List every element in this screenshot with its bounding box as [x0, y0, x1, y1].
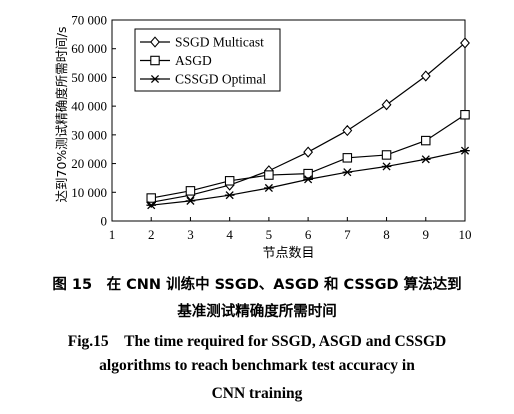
figure-caption-en-line1: Fig.15 The time required for SSGD, ASGD …: [67, 333, 447, 350]
y-tick-label: 40 000: [71, 99, 107, 114]
data-point-cssgd-optimal: [224, 191, 235, 200]
x-tick-label: 10: [459, 227, 472, 242]
legend-label-asgd: ASGD: [175, 53, 212, 68]
legend-label-ssgd-multicast: SSGD Multicast: [175, 35, 264, 50]
figure-caption-en-line3: CNN training: [211, 385, 303, 402]
data-point-cssgd-optimal: [185, 196, 196, 205]
figure-caption-zh-line1: 图 15 在 CNN 训练中 SSGD、ASGD 和 CSSGD 算法达到: [52, 277, 462, 293]
x-tick-label: 7: [344, 227, 351, 242]
data-point-cssgd-optimal: [381, 162, 392, 171]
data-point-cssgd-optimal: [420, 155, 431, 164]
data-point-cssgd-optimal: [303, 175, 313, 184]
data-point-asgd: [421, 135, 431, 146]
legend-marker-cssgd-optimal: [150, 74, 160, 84]
chart-axes: 1 2 3 4 5 6 7 8 9 10 0 10 000 20 000 30 000 40 000 50 0…: [71, 13, 471, 243]
figure-caption-en-line2: algorithms to reach benchmark test accur…: [99, 357, 415, 374]
x-tick-label: 1: [109, 227, 116, 242]
data-point-asgd: [264, 170, 274, 180]
legend-label-cssgd-optimal: CSSGD Optimal: [175, 72, 266, 87]
y-tick-label: 10 000: [71, 185, 107, 200]
x-tick-label: 6: [305, 227, 312, 242]
data-point-asgd: [381, 150, 392, 160]
x-tick-label: 2: [148, 227, 155, 242]
x-tick-label: 5: [266, 227, 273, 242]
y-tick-label: 70 000: [71, 13, 107, 28]
x-tick-label: 3: [187, 227, 194, 242]
figure-caption-zh-line2: 基准测试精确度所需时间: [177, 304, 337, 320]
data-point-asgd: [342, 153, 353, 163]
data-point-asgd: [146, 193, 156, 203]
x-tick-label: 9: [423, 227, 430, 242]
data-point-cssgd-optimal: [146, 201, 157, 210]
y-tick-label: 60 000: [71, 41, 107, 56]
x-axis-label: 节点数目: [262, 246, 314, 261]
y-tick-label: 20 000: [71, 156, 107, 171]
y-tick-label: 30 000: [71, 127, 107, 142]
data-point-ssgd-multicast: [342, 124, 353, 137]
data-point-cssgd-optimal: [460, 146, 470, 155]
legend-marker-asgd: [150, 55, 160, 66]
x-tick-label: 4: [226, 227, 233, 242]
data-point-ssgd-multicast: [420, 70, 431, 82]
y-tick-label: 50 000: [71, 70, 107, 85]
chart-legend: SSGD Multicast ASGD CSSGD Optimal: [134, 28, 281, 92]
chart-series: [146, 37, 470, 210]
y-axis-label: 达到70%测试精确度所需时间/s: [54, 26, 69, 202]
data-point-asgd: [224, 176, 235, 186]
data-point-asgd: [303, 168, 313, 179]
data-point-ssgd-multicast: [460, 37, 470, 49]
plot-frame: [111, 19, 466, 222]
line-chart: 1 2 3 4 5 6 7 8 9 10 0 10 000 20 000 30 000 40 000 50 0…: [54, 13, 472, 262]
data-point-ssgd-multicast: [303, 146, 314, 158]
x-tick-label: 8: [383, 227, 390, 242]
data-point-cssgd-optimal: [264, 183, 274, 193]
data-point-cssgd-optimal: [342, 168, 353, 177]
legend-marker-ssgd-multicast: [150, 36, 160, 48]
data-point-asgd: [460, 110, 470, 120]
data-point-ssgd-multicast: [381, 99, 392, 111]
y-tick-label: 0: [101, 214, 108, 229]
data-point-asgd: [185, 186, 196, 196]
